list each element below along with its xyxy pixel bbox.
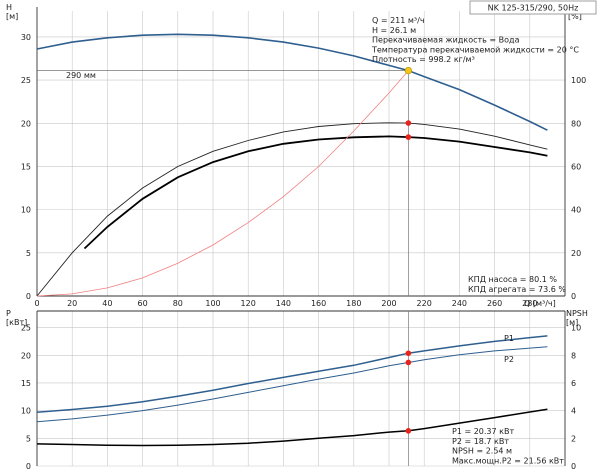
x-tick-label: 260 xyxy=(487,299,502,308)
y2-tick-label: 6 xyxy=(571,379,576,388)
duty-info-line: Перекачиваемая жидкость = Вода xyxy=(372,36,520,45)
y-tick-label: 20 xyxy=(21,119,31,128)
duty-info-line: Q = 211 м³/ч xyxy=(372,16,425,25)
y2-tick-label: 40 xyxy=(571,206,581,215)
y2-tick-label: 0 xyxy=(571,462,576,471)
upper-curve-2 xyxy=(83,135,548,250)
y-tick-label: 20 xyxy=(21,351,31,360)
y2-tick-label: 10 xyxy=(571,324,581,333)
power-info-line: Макс.мощн.P2 = 21.56 кВт xyxy=(452,456,564,465)
duty-point xyxy=(404,66,412,75)
x-tick-label: 60 xyxy=(138,299,148,308)
lower-point xyxy=(405,350,412,357)
y-tick-label: 25 xyxy=(21,324,31,333)
x-tick-label: 280 xyxy=(522,299,537,308)
npsh-axis-title: [м] xyxy=(566,318,578,327)
x-tick-label: 80 xyxy=(173,299,183,308)
x-tick-label: 160 xyxy=(311,299,326,308)
x-tick-label: 40 xyxy=(102,299,112,308)
y-tick-label: 25 xyxy=(21,76,31,85)
x-tick-label: 180 xyxy=(346,299,361,308)
p2-series-label: P2 xyxy=(504,355,514,364)
pump-label-box xyxy=(469,0,597,15)
eta-point xyxy=(405,134,412,140)
y-tick-label: 15 xyxy=(21,162,31,171)
npsh-axis-title: NPSH xyxy=(566,309,588,318)
p1-series-label: P1 xyxy=(504,334,514,343)
lower-curve-0 xyxy=(36,335,548,414)
y-tick-label: 0 xyxy=(26,462,31,471)
eta-info-line: КПД насоса = 80.1 % xyxy=(468,275,557,284)
annotations: 290 мм Q = 211 м³/чH = 26.1 мПерекачиваем… xyxy=(66,16,579,465)
eta-info-line: КПД агрегата = 73.6 % xyxy=(468,285,566,294)
x-tick-label: 140 xyxy=(276,299,291,308)
eta-point xyxy=(405,120,412,126)
duty-info-line: Температура перекачиваемой жидкости = 20… xyxy=(371,45,579,54)
curves xyxy=(36,33,548,447)
x-tick-label: 240 xyxy=(452,299,467,308)
duty-info-line: Плотность = 998.2 кг/м³ xyxy=(372,55,475,64)
x-tick-label: 20 xyxy=(67,299,77,308)
p-axis-title: [кВт] xyxy=(6,318,27,327)
power-info-line: NPSH = 2.54 м xyxy=(452,447,512,456)
upper-curve-3 xyxy=(36,70,409,297)
x-tick-label: 100 xyxy=(205,299,220,308)
y2-tick-label: 80 xyxy=(571,119,581,128)
lower-curve-2 xyxy=(36,408,548,447)
x-axis-title: Q [м³/ч] xyxy=(524,299,556,308)
lower-curve-1 xyxy=(36,346,548,423)
x-tick-label: 0 xyxy=(34,299,39,308)
y-tick-label: 5 xyxy=(26,434,31,443)
y-tick-label: 5 xyxy=(26,249,31,258)
y2-tick-label: 2 xyxy=(571,434,576,443)
h-axis-title: H xyxy=(6,3,12,12)
y-tick-label: 10 xyxy=(21,407,31,416)
y2-tick-label: 100 xyxy=(571,76,586,85)
lower-point xyxy=(405,359,412,366)
x-tick-label: 200 xyxy=(381,299,396,308)
duty-info-line: H = 26.1 м xyxy=(372,26,416,35)
power-info-line: P1 = 20.37 кВт xyxy=(452,427,514,436)
y-tick-label: 10 xyxy=(21,206,31,215)
power-info-line: P2 = 18.7 кВт xyxy=(452,437,509,446)
y2-tick-label: 0 xyxy=(571,292,576,301)
x-tick-label: 220 xyxy=(417,299,432,308)
y-tick-label: 0 xyxy=(26,292,31,301)
lower-point xyxy=(405,428,412,434)
axes xyxy=(36,7,566,466)
y2-tick-label: 8 xyxy=(571,351,576,360)
upper-curve-0 xyxy=(36,33,548,131)
upper-curve-1 xyxy=(36,122,548,297)
upper-grid xyxy=(36,11,565,297)
p-axis-title: P xyxy=(6,309,11,318)
y2-tick-label: 20 xyxy=(571,249,581,258)
y2-tick-label: 60 xyxy=(571,162,581,171)
x-tick-label: 120 xyxy=(241,299,256,308)
markers xyxy=(37,66,412,466)
impeller-curve-label: 290 мм xyxy=(66,71,96,80)
h-axis-title: [м] xyxy=(6,12,18,21)
y-tick-label: 30 xyxy=(21,33,31,42)
y2-tick-label: 4 xyxy=(571,407,576,416)
eta-axis-title: [%] xyxy=(568,12,582,21)
pump-label: NK 125-315/290, 50Hz xyxy=(488,4,579,13)
tick-labels: 0 20 40 60 80 100 120 140 160 180 200 220 240 260 2800… xyxy=(21,33,586,471)
y-tick-label: 15 xyxy=(21,379,31,388)
